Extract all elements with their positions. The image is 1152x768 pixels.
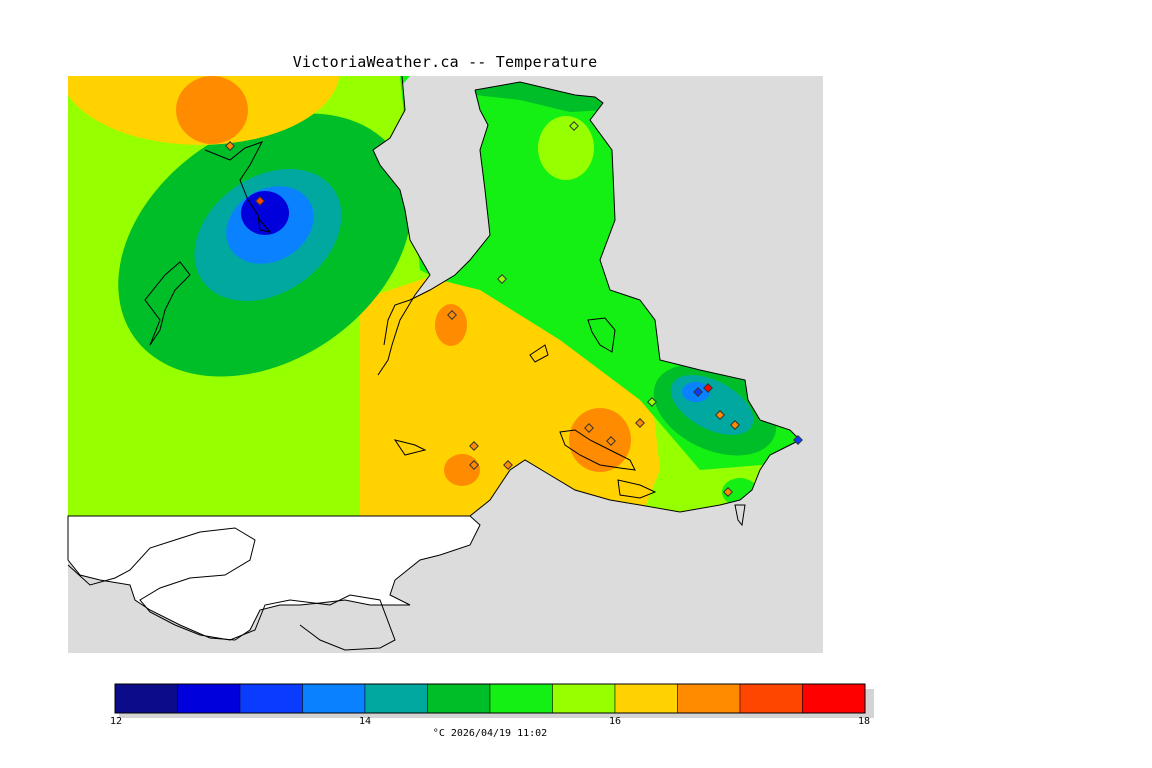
station-marker[interactable] xyxy=(469,441,479,451)
colorbar-caption: °C 2026/04/19 11:02 xyxy=(432,728,548,739)
colorbar-swatch xyxy=(739,683,803,714)
colorbar-tick-label: 18 xyxy=(857,716,871,727)
station-marker[interactable] xyxy=(715,410,725,420)
station-marker[interactable] xyxy=(693,387,703,397)
station-marker[interactable] xyxy=(606,436,616,446)
station-marker[interactable] xyxy=(635,418,645,428)
station-marker[interactable] xyxy=(647,397,657,407)
colorbar-swatch xyxy=(364,683,428,714)
weather-stations xyxy=(225,121,803,497)
colorbar-swatch xyxy=(239,683,303,714)
colorbar-swatch xyxy=(114,683,178,714)
colorbar-swatch xyxy=(177,683,241,714)
colorbar-swatch xyxy=(302,683,366,714)
station-marker[interactable] xyxy=(569,121,579,131)
colorbar-tick-label: 12 xyxy=(109,716,123,727)
colorbar-swatch xyxy=(552,683,616,714)
station-marker[interactable] xyxy=(225,141,235,151)
colorbar-tick-label: 16 xyxy=(608,716,622,727)
colorbar-swatch xyxy=(489,683,553,714)
station-marker[interactable] xyxy=(793,435,803,445)
colorbar-swatch xyxy=(614,683,678,714)
colorbar-tick-label: 14 xyxy=(358,716,372,727)
out-of-domain-area xyxy=(67,515,481,641)
colorbar xyxy=(114,683,874,718)
station-marker[interactable] xyxy=(723,487,733,497)
coastline xyxy=(144,75,801,527)
station-marker[interactable] xyxy=(255,196,265,206)
out-of-domain-coast xyxy=(67,527,396,651)
station-marker[interactable] xyxy=(497,274,507,284)
station-marker[interactable] xyxy=(584,423,594,433)
station-marker[interactable] xyxy=(469,460,479,470)
station-marker[interactable] xyxy=(730,420,740,430)
colorbar-swatch xyxy=(427,683,491,714)
map-title: VictoriaWeather.ca -- Temperature xyxy=(292,53,598,71)
colorbar-swatch xyxy=(802,683,866,714)
station-marker[interactable] xyxy=(447,310,457,320)
station-marker[interactable] xyxy=(703,383,713,393)
station-marker[interactable] xyxy=(503,460,513,470)
colorbar-swatch xyxy=(677,683,741,714)
